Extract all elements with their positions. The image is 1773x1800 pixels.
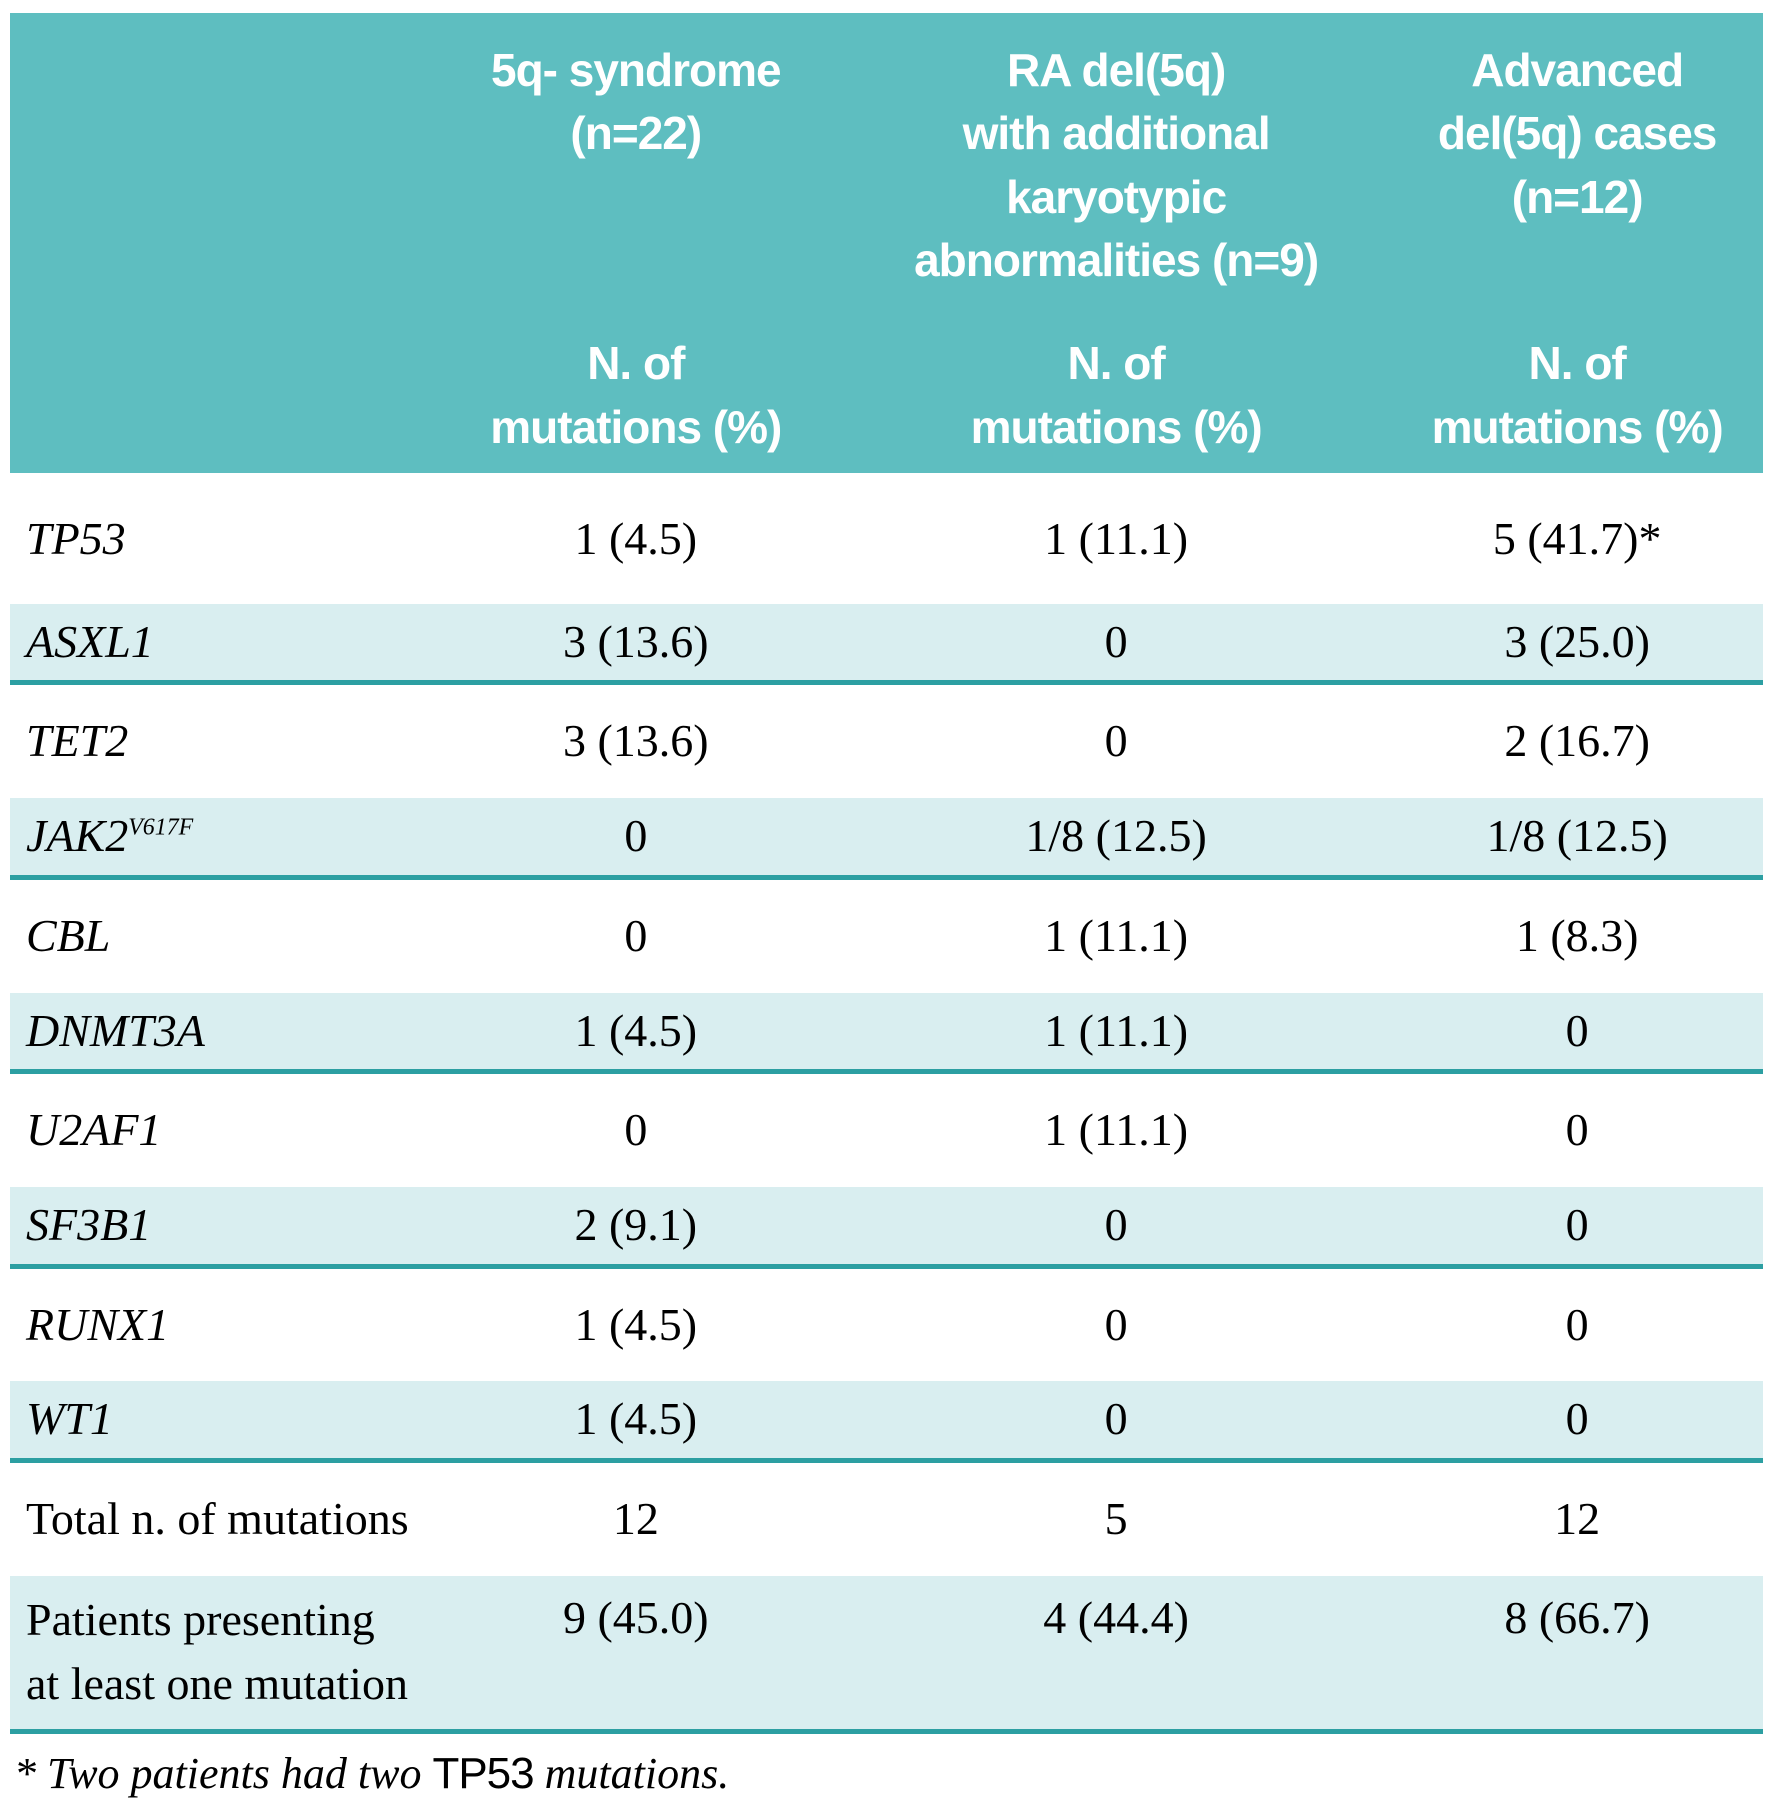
row-value: 12: [612, 1493, 659, 1545]
row-value: 0: [1565, 1298, 1589, 1350]
row-label: RUNX1: [10, 1295, 431, 1356]
row-value: 1 (4.5): [574, 1393, 698, 1445]
row-label: TP53: [10, 509, 431, 570]
row-value: 5 (41.7)*: [1492, 513, 1662, 564]
row-value: 2 (9.1): [574, 1199, 698, 1251]
row-label-text: CBL: [26, 909, 111, 961]
row-label-text: TET2: [26, 715, 129, 767]
table-row: SF3B1 2 (9.1) 0 0: [10, 1187, 1763, 1269]
row-value: 1 (11.1): [1044, 909, 1189, 961]
row-value: 0: [1104, 1393, 1128, 1445]
row-value: 0: [624, 1104, 648, 1156]
table-row: Total n. of mutations 12 5 12: [10, 1463, 1763, 1576]
row-value: 5: [1104, 1493, 1128, 1545]
row-value: 4 (44.4): [1043, 1591, 1189, 1643]
row-value: 0: [1565, 1104, 1589, 1156]
row-value: 1 (4.5): [574, 513, 698, 564]
row-value: 0: [1565, 1004, 1589, 1056]
header-group-label: 5q- syndrome (n=22): [490, 44, 782, 160]
footnote: * Two patients had two TP53 mutations.: [10, 1748, 1763, 1799]
row-value: 1 (4.5): [574, 1004, 698, 1056]
row-label: DNMT3A: [10, 1001, 431, 1062]
row-label-text: Patients presenting at least one mutatio…: [26, 1593, 408, 1710]
table-row: TET2 3 (13.6) 0 2 (16.7): [10, 685, 1763, 799]
row-value: 3 (13.6): [562, 615, 709, 667]
row-label-text: DNMT3A: [26, 1004, 205, 1056]
header-sub-label: N. of mutations (%): [970, 337, 1263, 453]
row-label: Patients presenting at least one mutatio…: [10, 1588, 431, 1717]
row-value: 1/8 (12.5): [1025, 810, 1207, 862]
table-row: U2AF1 0 1 (11.1) 0: [10, 1074, 1763, 1188]
header-sub-label: N. of mutations (%): [1431, 337, 1724, 453]
row-label-text: SF3B1: [26, 1199, 152, 1251]
row-label: U2AF1: [10, 1100, 431, 1161]
row-value: 0: [1565, 1393, 1589, 1445]
row-value: 9 (45.0): [562, 1591, 709, 1643]
row-value: 8 (66.7): [1504, 1591, 1650, 1643]
row-label: CBL: [10, 906, 431, 967]
row-label-text: RUNX1: [26, 1298, 170, 1350]
footnote-text-italic: mutations.: [533, 1748, 730, 1798]
row-value: 2 (16.7): [1504, 715, 1650, 767]
mutation-table: 5q- syndrome (n=22) N. of mutations (%) …: [10, 13, 1763, 1799]
row-label: TET2: [10, 711, 431, 772]
table-row: DNMT3A 1 (4.5) 1 (11.1) 0: [10, 992, 1763, 1075]
table-row: WT1 1 (4.5) 0 0: [10, 1381, 1763, 1464]
table-body: TP53 1 (4.5) 1 (11.1) 5 (41.7)* ASXL1 3 (13.6…: [10, 473, 1763, 1734]
row-label: WT1: [10, 1389, 431, 1450]
row-label-superscript: V617F: [128, 814, 194, 841]
row-label-text: JAK2: [26, 810, 129, 862]
header-group-label: RA del(5q) with additional karyotypic ab…: [914, 44, 1319, 287]
table-row: RUNX1 1 (4.5) 0 0: [10, 1268, 1763, 1382]
row-label-text: U2AF1: [26, 1104, 162, 1156]
row-value: 0: [1104, 615, 1128, 667]
footnote-gene-name: TP53: [432, 1748, 534, 1798]
header-cell-advanced-del5q: Advanced del(5q) cases (n=12) N. of muta…: [1391, 13, 1763, 473]
row-label: Total n. of mutations: [10, 1489, 431, 1550]
table-row: JAK2V617F 0 1/8 (12.5) 1/8 (12.5): [10, 798, 1763, 880]
row-label: JAK2V617F: [10, 806, 431, 867]
row-value: 0: [624, 909, 648, 961]
row-value: 12: [1554, 1493, 1601, 1545]
row-label-text: Total n. of mutations: [26, 1493, 409, 1545]
row-value: 1 (11.1): [1044, 1104, 1189, 1156]
row-label: SF3B1: [10, 1195, 431, 1256]
header-cell-ra-del5q: RA del(5q) with additional karyotypic ab…: [841, 13, 1391, 473]
row-value: 3 (13.6): [562, 715, 709, 767]
table-row: ASXL1 3 (13.6) 0 3 (25.0): [10, 603, 1763, 686]
row-value: 0: [624, 810, 648, 862]
header-group-label: Advanced del(5q) cases (n=12): [1437, 44, 1717, 223]
header-cell-5q-syndrome: 5q- syndrome (n=22) N. of mutations (%): [431, 13, 841, 473]
header-cell-empty: [10, 13, 431, 473]
row-value: 0: [1104, 1199, 1128, 1251]
table-row: Patients presenting at least one mutatio…: [10, 1575, 1763, 1734]
row-value: 1 (8.3): [1515, 909, 1639, 961]
row-value: 1 (11.1): [1044, 1004, 1189, 1056]
row-label-text: TP53: [26, 513, 126, 564]
row-label-text: ASXL1: [26, 615, 154, 667]
row-value: 0: [1104, 1298, 1128, 1350]
table-row: TP53 1 (4.5) 1 (11.1) 5 (41.7)*: [10, 473, 1763, 604]
row-value: 1/8 (12.5): [1486, 810, 1668, 862]
footnote-text-italic: * Two patients had two: [14, 1748, 433, 1798]
row-label: ASXL1: [10, 612, 431, 673]
row-value: 3 (25.0): [1504, 615, 1650, 667]
row-value: 0: [1104, 715, 1128, 767]
row-value: 1 (4.5): [574, 1298, 698, 1350]
row-value: 0: [1565, 1199, 1589, 1251]
table-row: CBL 0 1 (11.1) 1 (8.3): [10, 879, 1763, 993]
row-value: 1 (11.1): [1044, 513, 1189, 564]
header-sub-label: N. of mutations (%): [490, 337, 782, 453]
table-header: 5q- syndrome (n=22) N. of mutations (%) …: [10, 13, 1763, 473]
row-label-text: WT1: [26, 1393, 113, 1445]
